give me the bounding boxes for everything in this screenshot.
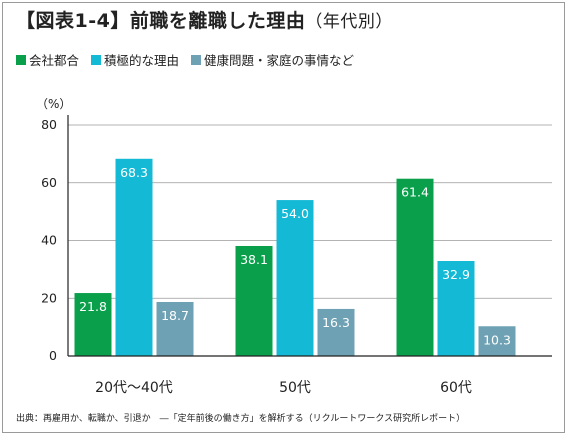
legend-swatch-health xyxy=(191,54,202,65)
bar-value-label: 38.1 xyxy=(240,252,268,267)
bar-value-label: 61.4 xyxy=(401,185,429,200)
bar-value-label: 54.0 xyxy=(281,206,309,221)
y-tick-label: 40 xyxy=(41,233,57,248)
bar xyxy=(396,178,434,356)
x-category-label: 50代 xyxy=(279,380,311,396)
bar xyxy=(156,302,194,356)
legend-label-proactive: 積極的な理由 xyxy=(104,53,180,68)
legend-label-health: 健康問題・家庭の事情など xyxy=(204,53,355,68)
source-note: 出典：再雇用か、転職か、引退か ―「定年前後の働き方」を解析する（リクルートワー… xyxy=(16,414,466,424)
legend-item-company: 会社都合 xyxy=(16,50,79,69)
bar xyxy=(317,308,355,356)
legend-swatch-proactive xyxy=(91,54,102,65)
legend-item-proactive: 積極的な理由 xyxy=(91,50,179,69)
bars: 21.8 38.1 61.4 68.3 54.0 32.9 18.7 16.3 10.3 xyxy=(74,158,516,356)
chart-title: 【図表1-4】前職を離職した理由（年代別） xyxy=(16,6,393,33)
bar-value-label: 21.8 xyxy=(79,299,107,314)
bar xyxy=(74,293,112,356)
bar xyxy=(276,200,314,356)
bar-value-label: 68.3 xyxy=(120,165,148,180)
legend: 会社都合 積極的な理由 健康問題・家庭の事情など xyxy=(16,50,366,69)
y-tick-label: 80 xyxy=(41,117,57,132)
bar-value-label: 10.3 xyxy=(483,332,511,347)
bar-value-label: 32.9 xyxy=(442,267,470,282)
legend-label-company: 会社都合 xyxy=(29,53,80,68)
bar xyxy=(115,158,153,356)
axes: 0 20 40 60 80 20代〜40代 50代 60代 xyxy=(41,115,552,396)
bar xyxy=(478,326,516,356)
y-tick-label: 60 xyxy=(41,175,57,190)
x-category-label: 20代〜40代 xyxy=(95,380,173,396)
bar-value-label: 18.7 xyxy=(161,308,189,323)
y-tick-label: 0 xyxy=(49,348,57,363)
legend-swatch-company xyxy=(16,54,26,65)
x-category-label: 60代 xyxy=(440,380,472,396)
y-tick-label: 20 xyxy=(41,290,57,305)
chart-title-main: 【図表1-4】前職を離職した理由 xyxy=(16,10,306,32)
chart-title-suffix: （年代別） xyxy=(305,12,393,32)
y-axis-unit: （%） xyxy=(36,97,72,111)
bar xyxy=(235,245,273,356)
legend-item-health: 健康問題・家庭の事情など xyxy=(191,50,354,69)
chart-frame xyxy=(2,2,565,433)
bar xyxy=(437,261,475,356)
bar-value-label: 16.3 xyxy=(322,315,350,330)
